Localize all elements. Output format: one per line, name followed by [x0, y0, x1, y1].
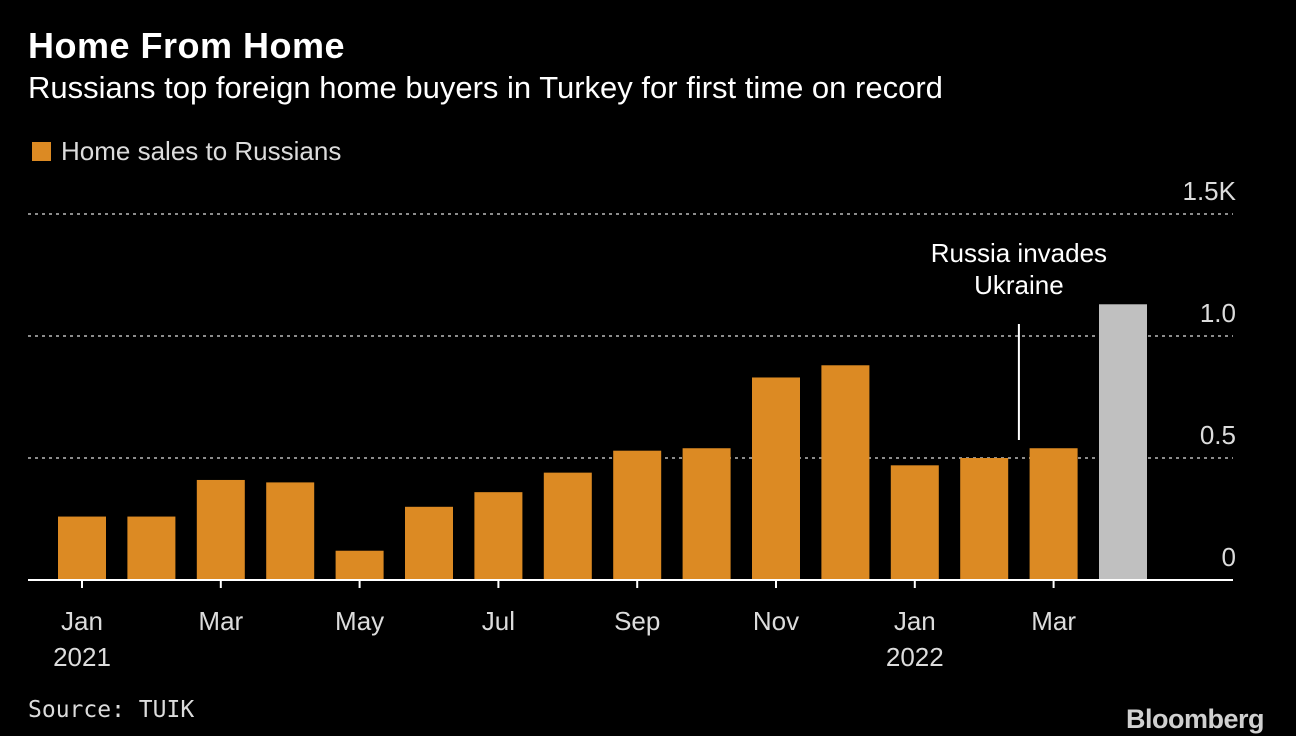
x-tick-label: Sep — [614, 606, 660, 636]
source-note: Source: TUIK — [28, 697, 195, 723]
y-tick-label: 0 — [1222, 542, 1236, 572]
y-tick-label: 1.0 — [1200, 298, 1236, 328]
legend-label: Home sales to Russians — [61, 136, 342, 166]
x-tick-label: Nov — [753, 606, 799, 636]
chart-subtitle: Russians top foreign home buyers in Turk… — [28, 70, 943, 105]
bar — [266, 482, 315, 580]
bar — [127, 516, 176, 580]
bar — [1029, 448, 1078, 580]
x-tick-year-label: 2022 — [886, 642, 944, 672]
x-tick-label: Jan — [894, 606, 936, 636]
bar — [405, 506, 453, 580]
bar — [613, 450, 662, 580]
x-tick-label: Jul — [482, 606, 515, 636]
bloomberg-logo: Bloomberg — [1126, 704, 1265, 734]
bar — [58, 516, 106, 580]
bar — [196, 479, 245, 580]
bar — [890, 465, 939, 580]
legend-swatch — [32, 141, 51, 161]
y-tick-label: 1.5K — [1183, 176, 1237, 206]
bar-highlight — [1099, 304, 1147, 580]
x-tick-year-label: 2021 — [53, 642, 111, 672]
chart-title: Home From Home — [28, 25, 346, 66]
bar — [682, 448, 731, 580]
bar — [752, 377, 800, 580]
bar — [543, 472, 592, 580]
x-tick-label: Jan — [61, 606, 103, 636]
y-tick-label: 0.5 — [1200, 420, 1236, 450]
annotation-label: Russia invades — [931, 238, 1107, 268]
x-tick-label: Mar — [1031, 606, 1076, 636]
legend: Home sales to Russians — [32, 134, 341, 168]
bar — [821, 365, 870, 580]
bar — [960, 458, 1009, 580]
x-tick-label: Mar — [198, 606, 243, 636]
bar — [335, 550, 384, 580]
x-tick-label: May — [335, 606, 384, 636]
annotation-label: Ukraine — [974, 270, 1064, 300]
bar — [474, 492, 523, 580]
